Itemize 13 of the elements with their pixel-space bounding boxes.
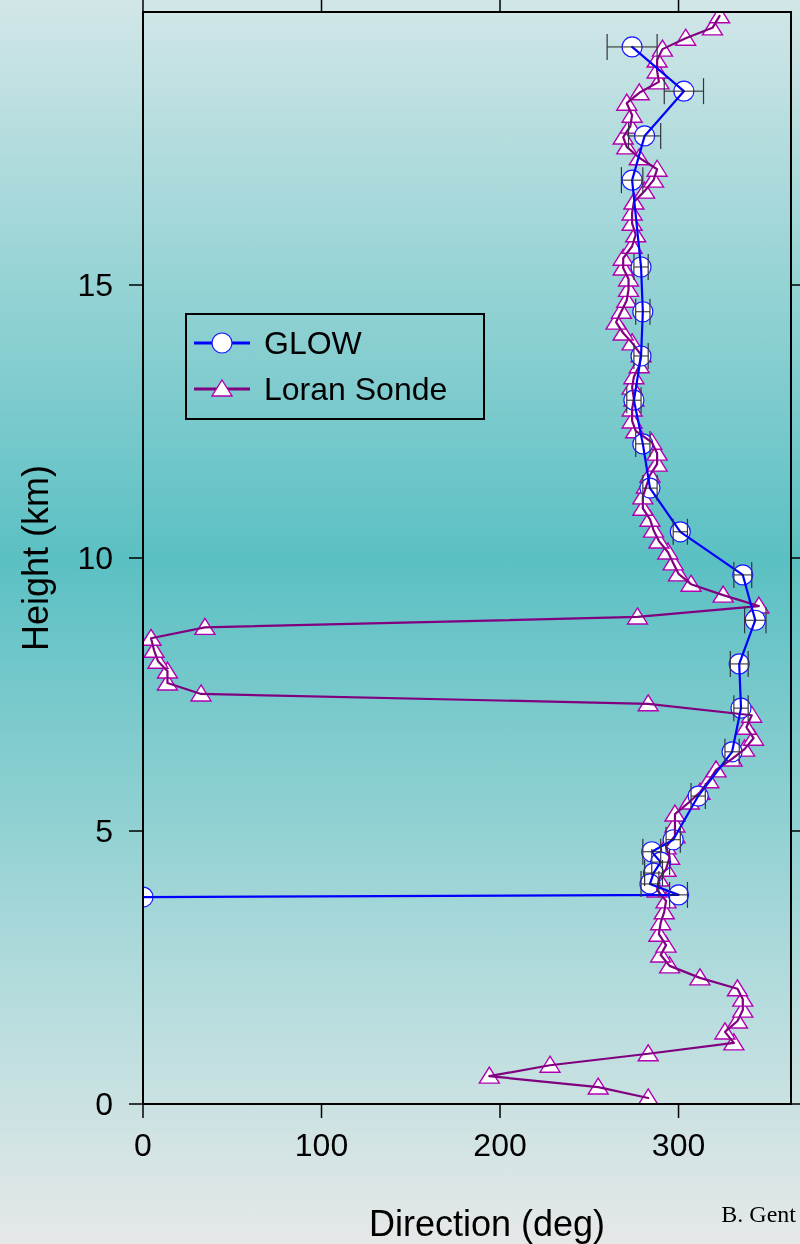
x-axis-title: Direction (deg) [368,1203,606,1244]
x-tick-label: 0 [134,1127,152,1163]
text: B. Gent [721,1201,797,1227]
y-tick-label: 15 [77,267,113,303]
y-tick-label: 0 [95,1086,113,1122]
x-tick-label: 300 [651,1127,706,1163]
legend-label: Loran Sonde [264,371,448,407]
y-tick-label: 5 [95,813,113,849]
x-tick-label: 100 [294,1127,349,1163]
y-axis-title: Height (km) [15,464,56,652]
legend-label: GLOW [264,325,363,361]
y-tick-label: 10 [77,540,113,576]
x-tick-label: 200 [473,1127,527,1163]
